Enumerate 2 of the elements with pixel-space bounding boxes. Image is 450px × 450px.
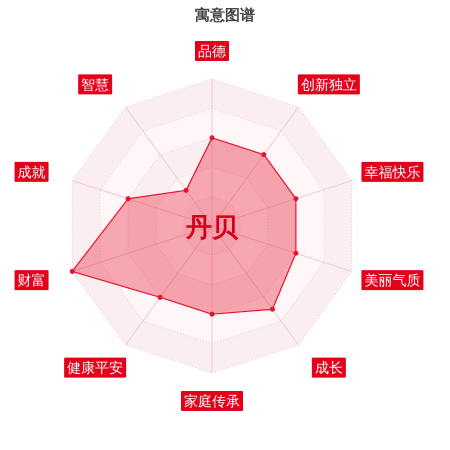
annotation: 丹贝 [186, 213, 238, 243]
title: 寓意图谱 [195, 6, 255, 24]
